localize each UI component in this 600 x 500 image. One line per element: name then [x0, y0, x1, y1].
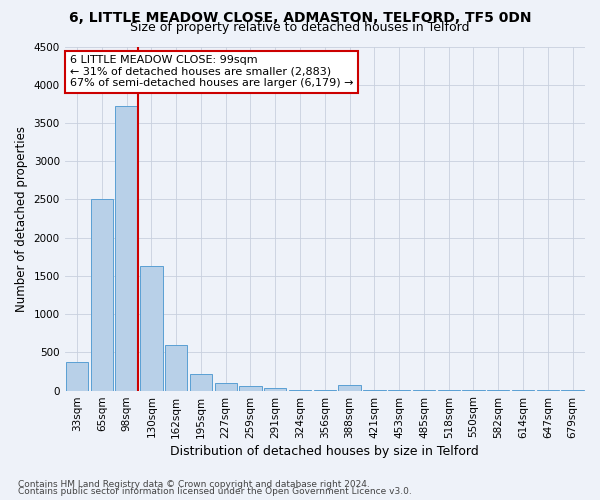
Text: 6 LITTLE MEADOW CLOSE: 99sqm
← 31% of detached houses are smaller (2,883)
67% of: 6 LITTLE MEADOW CLOSE: 99sqm ← 31% of de… [70, 55, 353, 88]
Text: Contains HM Land Registry data © Crown copyright and database right 2024.: Contains HM Land Registry data © Crown c… [18, 480, 370, 489]
Bar [338, 385, 361, 390]
X-axis label: Distribution of detached houses by size in Telford: Distribution of detached houses by size … [170, 444, 479, 458]
Bar [264, 388, 286, 390]
Bar [215, 383, 237, 390]
Y-axis label: Number of detached properties: Number of detached properties [15, 126, 28, 312]
Bar [91, 200, 113, 390]
Bar [165, 346, 187, 391]
Bar [140, 266, 163, 390]
Text: 6, LITTLE MEADOW CLOSE, ADMASTON, TELFORD, TF5 0DN: 6, LITTLE MEADOW CLOSE, ADMASTON, TELFOR… [69, 11, 531, 25]
Text: Contains public sector information licensed under the Open Government Licence v3: Contains public sector information licen… [18, 488, 412, 496]
Bar [115, 106, 138, 391]
Bar [190, 374, 212, 390]
Text: Size of property relative to detached houses in Telford: Size of property relative to detached ho… [130, 22, 470, 35]
Bar [239, 386, 262, 390]
Bar [66, 362, 88, 390]
